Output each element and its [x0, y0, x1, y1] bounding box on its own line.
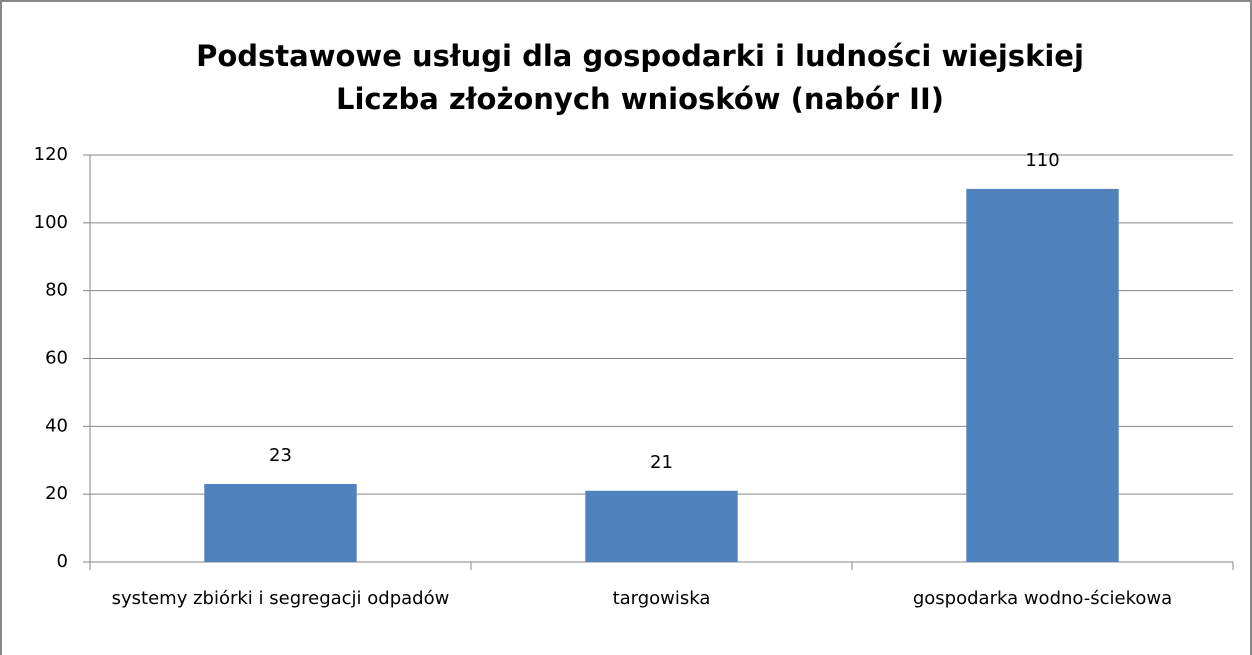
bar	[204, 483, 357, 562]
x-tick-label: gospodarka wodno-ściekowa	[912, 588, 1173, 609]
y-tick-label: 40	[45, 415, 68, 436]
chart-subtitle: Liczba złożonych wniosków (nabór II)	[336, 82, 944, 116]
y-tick-label: 80	[45, 280, 68, 301]
data-label: 110	[1025, 150, 1059, 171]
bar	[966, 188, 1119, 562]
y-tick-label: 60	[45, 348, 68, 369]
data-label: 23	[269, 445, 292, 466]
y-tick-label: 100	[34, 212, 68, 233]
x-tick-label: systemy zbiórki i segregacji odpadów	[111, 588, 450, 609]
y-tick-label: 20	[45, 483, 68, 504]
x-tick-label: targowiska	[612, 588, 711, 609]
chart-title: Podstawowe usługi dla gospodarki i ludno…	[196, 39, 1084, 73]
bar	[585, 490, 738, 562]
y-tick-label: 0	[57, 551, 68, 572]
y-tick-label: 120	[34, 144, 68, 165]
data-label: 21	[650, 452, 673, 473]
